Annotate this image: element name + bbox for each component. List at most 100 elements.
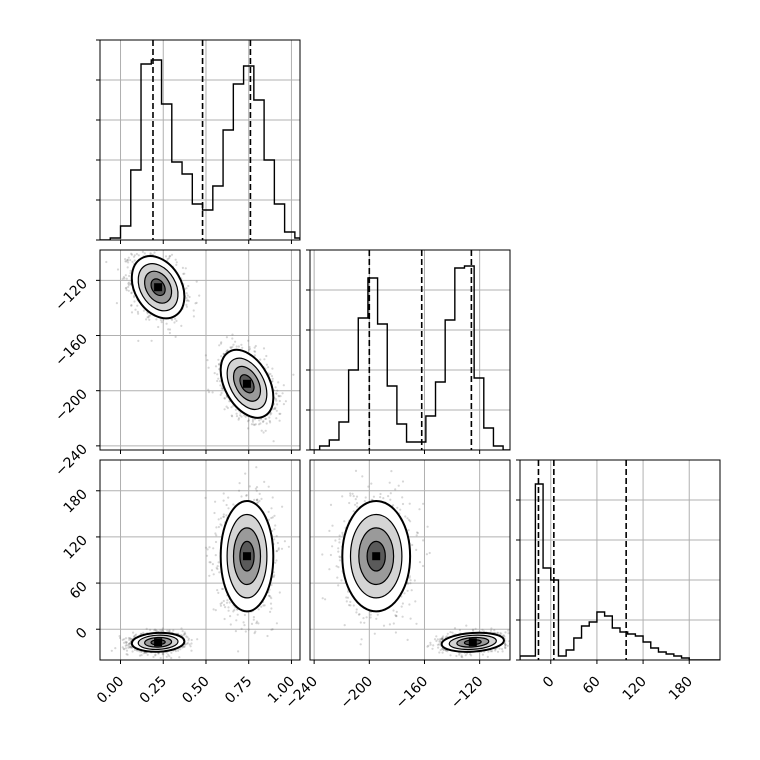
- sample-point: [186, 294, 189, 297]
- sample-point: [179, 648, 182, 651]
- sample-point: [185, 635, 188, 638]
- sample-point: [127, 643, 130, 646]
- sample-point: [270, 628, 273, 631]
- sample-point: [219, 602, 222, 605]
- sample-point: [259, 358, 262, 361]
- sample-point: [270, 375, 273, 378]
- sample-point: [269, 610, 272, 614]
- sample-point: [129, 269, 132, 272]
- sample-point: [218, 344, 221, 347]
- sample-point: [174, 650, 177, 653]
- sample-point: [192, 309, 195, 312]
- sample-point: [212, 547, 215, 550]
- sample-point: [240, 343, 243, 346]
- sample-point: [153, 251, 156, 254]
- sample-point: [134, 634, 137, 637]
- sample-point: [128, 274, 131, 278]
- sample-point: [128, 637, 132, 640]
- sample-point: [183, 272, 186, 275]
- sample-point: [237, 417, 241, 420]
- sample-point: [248, 348, 251, 351]
- sample-point: [125, 653, 128, 656]
- sample-point: [225, 514, 228, 517]
- sample-point: [190, 649, 193, 652]
- sample-point: [278, 399, 281, 403]
- sample-point: [259, 422, 262, 425]
- sample-point: [253, 350, 256, 353]
- sample-point: [183, 645, 186, 648]
- sample-point: [234, 340, 237, 343]
- sample-point: [255, 466, 258, 469]
- sample-point: [255, 498, 258, 502]
- sample-point: [252, 423, 255, 426]
- sample-point: [229, 623, 232, 626]
- sample-point: [257, 423, 261, 426]
- sample-point: [166, 257, 169, 261]
- sample-point: [185, 292, 188, 295]
- sample-point: [266, 634, 269, 638]
- sample-point: [211, 563, 214, 566]
- sample-point: [159, 629, 162, 632]
- sample-point: [236, 613, 239, 616]
- sample-point: [205, 554, 209, 557]
- sample-point: [214, 500, 217, 503]
- scatter-panel-0-1: [100, 250, 300, 450]
- sample-point: [225, 349, 228, 353]
- sample-point: [175, 261, 178, 264]
- sample-point: [240, 627, 243, 631]
- sample-point: [146, 312, 149, 315]
- sample-point: [278, 591, 281, 594]
- histogram-panel-1: [310, 250, 510, 450]
- sample-point: [149, 314, 152, 317]
- sample-point: [187, 284, 190, 288]
- sample-point: [247, 419, 250, 422]
- sample-point: [254, 350, 257, 353]
- sample-point: [229, 346, 232, 349]
- sample-point: [142, 309, 145, 312]
- sample-point: [270, 607, 273, 610]
- sample-point: [274, 407, 277, 410]
- sample-point: [123, 648, 126, 651]
- histogram-step-1: [310, 265, 510, 450]
- sample-point: [123, 638, 126, 641]
- sample-point: [183, 631, 186, 634]
- sample-point: [222, 492, 225, 495]
- sample-point: [222, 515, 226, 518]
- sample-point: [160, 629, 163, 632]
- sample-point: [185, 305, 188, 308]
- sample-point: [268, 416, 271, 419]
- sample-point: [137, 254, 140, 257]
- sample-point: [277, 394, 280, 397]
- sample-point: [224, 606, 227, 609]
- sample-point: [275, 392, 278, 395]
- sample-point: [132, 631, 135, 634]
- sample-point: [275, 550, 278, 553]
- sample-point: [220, 341, 223, 344]
- histogram-step-0: [100, 59, 300, 240]
- sample-point: [159, 656, 162, 660]
- sample-point: [217, 591, 220, 595]
- sample-point: [169, 255, 172, 258]
- sample-point: [177, 649, 180, 652]
- sample-point: [207, 388, 210, 391]
- sample-point: [133, 635, 136, 638]
- sample-point: [256, 498, 259, 501]
- sample-point: [190, 642, 193, 645]
- sample-point: [275, 559, 278, 562]
- sample-point: [130, 638, 133, 641]
- sample-point: [282, 403, 285, 406]
- sample-point: [238, 489, 241, 492]
- sample-point: [273, 538, 276, 541]
- sample-point: [274, 386, 277, 389]
- sample-point: [273, 514, 276, 517]
- sample-point: [126, 266, 129, 269]
- sample-point: [271, 628, 274, 631]
- sample-point: [114, 647, 117, 650]
- sample-point: [219, 604, 222, 607]
- sample-point: [219, 342, 223, 345]
- sample-point: [133, 296, 136, 299]
- sample-point: [274, 397, 277, 401]
- sample-point: [267, 518, 271, 521]
- sample-point: [216, 373, 219, 376]
- sample-point: [192, 315, 195, 318]
